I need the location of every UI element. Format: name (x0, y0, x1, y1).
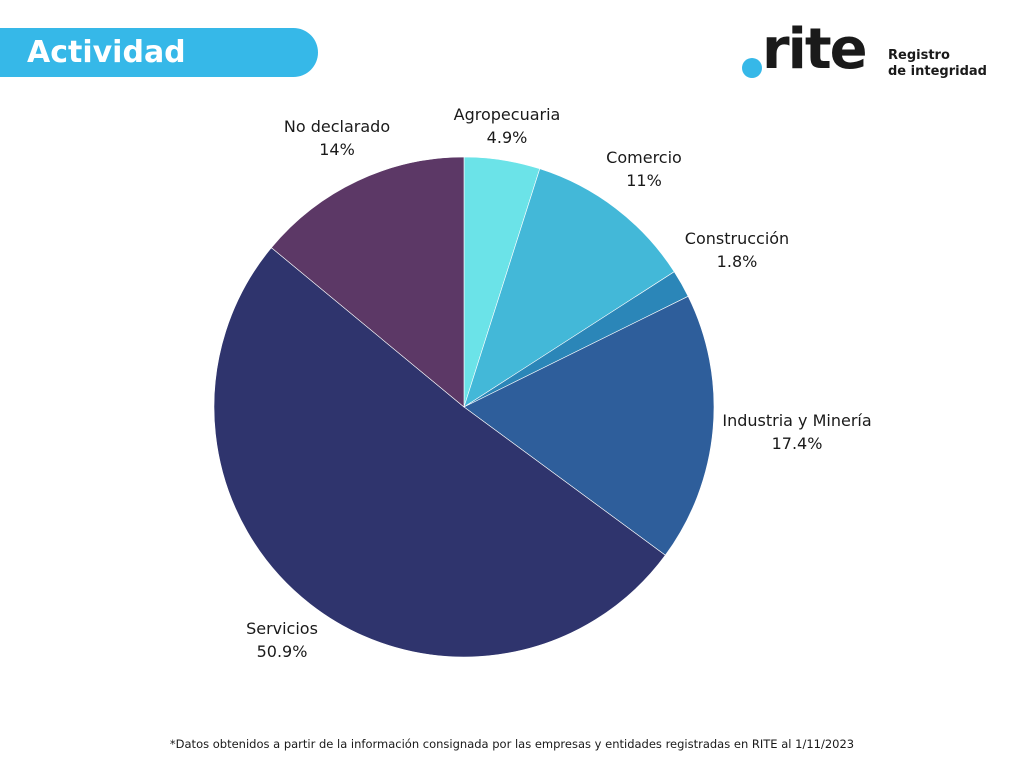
slice-value-comercio: 11% (626, 171, 662, 190)
rite-logo: rite Registro de integridad (742, 18, 992, 84)
slice-label-agropecuaria: Agropecuaria (454, 105, 561, 124)
page-title: Actividad (27, 35, 186, 70)
pie-slice-no-declarado (270, 156, 465, 408)
slice-label-servicios: Servicios (246, 619, 318, 638)
logo-tagline-line1: Registro (888, 48, 950, 63)
slice-value-industria-y-mineria: 17.4% (772, 434, 823, 453)
slice-label-construccion: Construcción (685, 229, 789, 248)
slice-value-agropecuaria: 4.9% (487, 128, 528, 147)
logo-wordmark: rite (762, 17, 868, 82)
slice-value-servicios: 50.9% (257, 642, 308, 661)
logo-dot-icon (742, 58, 762, 78)
pie-slice-servicios (213, 247, 666, 658)
logo-tagline: Registro de integridad (888, 48, 987, 80)
slice-label-no-declarado: No declarado (284, 117, 390, 136)
pie-slice-industria-y-mineria (463, 295, 715, 556)
slice-label-comercio: Comercio (606, 148, 682, 167)
slice-value-construccion: 1.8% (717, 252, 758, 271)
title-banner (0, 28, 318, 77)
slice-label-industria-y-mineria: Industria y Minería (722, 411, 871, 430)
footnote: *Datos obtenidos a partir de la informac… (169, 737, 855, 751)
slice-value-no-declarado: 14% (319, 140, 355, 159)
logo-tagline-line2: de integridad (888, 64, 987, 79)
pie-slice-comercio (463, 168, 675, 408)
